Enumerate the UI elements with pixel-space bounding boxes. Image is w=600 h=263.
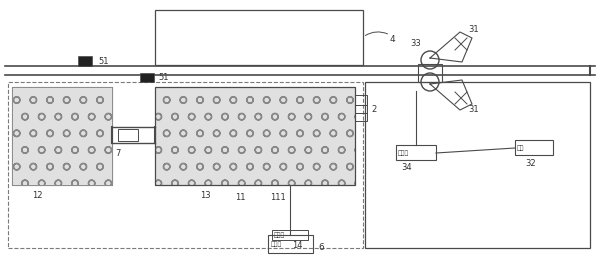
Bar xyxy=(396,145,436,160)
Text: 11: 11 xyxy=(235,194,245,203)
Bar xyxy=(355,95,367,105)
Text: 51: 51 xyxy=(158,73,169,83)
Bar xyxy=(155,87,355,185)
Bar xyxy=(268,235,313,253)
Bar xyxy=(118,129,138,141)
Bar xyxy=(365,82,590,248)
Text: 31: 31 xyxy=(468,105,479,114)
Text: 34: 34 xyxy=(401,164,412,173)
Bar xyxy=(355,113,367,121)
Bar xyxy=(155,10,363,65)
Bar xyxy=(140,73,154,82)
Bar xyxy=(418,64,442,82)
Text: 6: 6 xyxy=(318,244,324,252)
Text: 32: 32 xyxy=(525,159,536,168)
Bar xyxy=(8,82,363,248)
Bar xyxy=(12,87,112,185)
Text: 水泵: 水泵 xyxy=(517,145,524,151)
Text: 33: 33 xyxy=(410,39,421,48)
Bar xyxy=(272,230,308,240)
Text: 7: 7 xyxy=(115,149,121,158)
Text: 31: 31 xyxy=(468,26,479,34)
Text: 51: 51 xyxy=(98,57,109,65)
Bar xyxy=(155,87,355,185)
Text: 111: 111 xyxy=(270,194,286,203)
Text: 14: 14 xyxy=(292,240,302,250)
Bar xyxy=(355,105,367,113)
Text: 4: 4 xyxy=(390,36,395,44)
Text: 供水管: 供水管 xyxy=(398,150,409,156)
Text: 12: 12 xyxy=(32,190,43,200)
Bar xyxy=(12,87,112,185)
Text: 2: 2 xyxy=(371,105,376,114)
Bar xyxy=(515,140,553,155)
Text: 13: 13 xyxy=(200,190,211,200)
Bar xyxy=(78,56,92,66)
Text: 控制箱: 控制箱 xyxy=(271,241,282,247)
Text: 供水管: 供水管 xyxy=(274,232,285,238)
